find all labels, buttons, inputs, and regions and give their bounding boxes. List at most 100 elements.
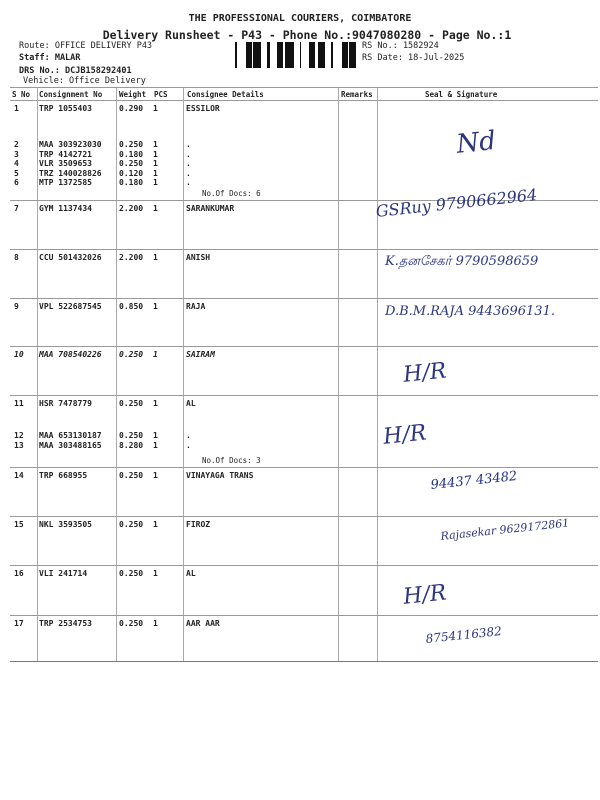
cell-pcs: 1 — [153, 302, 158, 311]
cell-pcs: 1 — [153, 168, 158, 178]
rs-date: RS Date: 18-Jul-2025 — [362, 53, 465, 63]
signature: D.B.M.RAJA 9443696131. — [385, 304, 555, 319]
cell-pcs: 1 — [153, 140, 158, 149]
cell-wt: 0.850 — [119, 302, 144, 311]
cell-name: RAJA — [186, 302, 206, 311]
cell-wt: 0.250 — [119, 619, 144, 628]
cell-sno: 7 — [14, 204, 19, 213]
rs-no: RS No.: 1582924 — [362, 41, 439, 51]
cell-name: ESSILOR — [186, 104, 220, 113]
cell-cn: VLR 3509653 — [39, 159, 92, 168]
table-top-rule — [10, 87, 598, 88]
cell-name: . — [186, 140, 191, 149]
signature: H/R — [402, 358, 448, 388]
signature: Rajasekar 9629172861 — [440, 516, 570, 543]
row-divider — [10, 661, 598, 662]
cell-cn: CCU 501432026 — [39, 253, 102, 262]
cell-pcs: 1 — [153, 204, 158, 213]
cell-sno: 5 — [14, 168, 19, 178]
cell-wt: 0.250 — [119, 399, 144, 408]
cell-wt: 0.250 — [119, 140, 144, 149]
column-header: Consignment No — [39, 90, 103, 99]
cell-cn: MTP 1372585 — [39, 178, 92, 187]
cell-cn: TRP 2534753 — [39, 619, 92, 628]
cell-name: ANISH — [186, 253, 211, 262]
barcode-icon — [235, 42, 356, 68]
cell-sno: 9 — [14, 302, 19, 311]
cell-name: . — [186, 431, 191, 440]
cell-sno: 13 — [14, 440, 24, 450]
signature: 8754116382 — [425, 624, 503, 646]
cell-cn: TRP 4142721 — [39, 149, 92, 159]
cell-wt: 0.180 — [119, 149, 144, 159]
cell-wt: 0.290 — [119, 104, 144, 113]
column-divider — [338, 88, 339, 661]
signature: 94437 43482 — [430, 468, 518, 493]
column-header: Seal & Signature — [425, 90, 498, 99]
cell-cn: TRZ 140028826 — [39, 168, 102, 178]
signature: H/R — [382, 420, 428, 450]
column-divider — [116, 88, 117, 661]
column-header: PCS — [154, 90, 168, 99]
cell-name: . — [186, 159, 191, 168]
cell-sno: 3 — [14, 149, 19, 159]
route: Route: OFFICE DELIVERY P43 — [19, 41, 153, 51]
cell-sno: 16 — [14, 569, 24, 578]
cell-cn: TRP 1055403 — [39, 104, 92, 113]
row-divider — [10, 615, 598, 616]
column-header: Consignee Details — [187, 90, 264, 99]
cell-name: AAR AAR — [186, 619, 220, 628]
cell-wt: 0.250 — [119, 350, 144, 359]
docs-count: No.Of Docs: 3 — [202, 456, 261, 465]
signature: K.தனசேகர் 9790598659 — [385, 254, 539, 269]
cell-sno: 1 — [14, 104, 19, 113]
cell-wt: 0.250 — [119, 569, 144, 578]
cell-sno: 11 — [14, 399, 24, 408]
header-bottom-rule — [10, 100, 598, 101]
cell-cn: MAA 708540226 — [39, 350, 102, 359]
cell-cn: MAA 303488165 — [39, 440, 102, 450]
cell-pcs: 1 — [153, 104, 158, 113]
cell-wt: 0.250 — [119, 159, 144, 168]
cell-pcs: 1 — [153, 431, 158, 440]
cell-pcs: 1 — [153, 569, 158, 578]
cell-sno: 6 — [14, 178, 19, 187]
column-header: Remarks — [341, 90, 373, 99]
cell-pcs: 1 — [153, 520, 158, 529]
column-divider — [377, 88, 378, 661]
docs-count: No.Of Docs: 6 — [202, 189, 261, 198]
cell-pcs: 1 — [153, 149, 158, 159]
cell-cn: VPL 522687545 — [39, 302, 102, 311]
cell-pcs: 1 — [153, 350, 158, 359]
cell-cn: TRP 668955 — [39, 471, 88, 480]
cell-wt: 0.250 — [119, 471, 144, 480]
row-divider — [10, 200, 598, 201]
cell-name: FIROZ — [186, 520, 211, 529]
cell-sno: 17 — [14, 619, 24, 628]
cell-sno: 4 — [14, 159, 19, 168]
row-divider — [10, 395, 598, 396]
column-header: Weight — [119, 90, 147, 99]
staff: Staff: MALAR — [19, 53, 81, 63]
row-divider — [10, 346, 598, 347]
cell-cn: VLI 241714 — [39, 569, 88, 578]
column-divider — [37, 88, 38, 661]
cell-sno: 12 — [14, 431, 24, 440]
cell-name: . — [186, 149, 191, 159]
cell-name: SARANKUMAR — [186, 204, 235, 213]
cell-name: . — [186, 440, 191, 450]
vehicle: Vehicle: Office Delivery — [23, 76, 146, 86]
cell-cn: MAA 303923030 — [39, 140, 102, 149]
cell-name: . — [186, 168, 191, 178]
cell-pcs: 1 — [153, 440, 158, 450]
cell-name: VINAYAGA TRANS — [186, 471, 254, 480]
cell-sno: 2 — [14, 140, 19, 149]
cell-sno: 14 — [14, 471, 24, 480]
cell-name: SAIRAM — [186, 350, 215, 359]
cell-wt: 2.200 — [119, 253, 144, 262]
cell-pcs: 1 — [153, 399, 158, 408]
cell-pcs: 1 — [153, 159, 158, 168]
signature: Nd — [455, 125, 498, 160]
cell-pcs: 1 — [153, 471, 158, 480]
row-divider — [10, 467, 598, 468]
